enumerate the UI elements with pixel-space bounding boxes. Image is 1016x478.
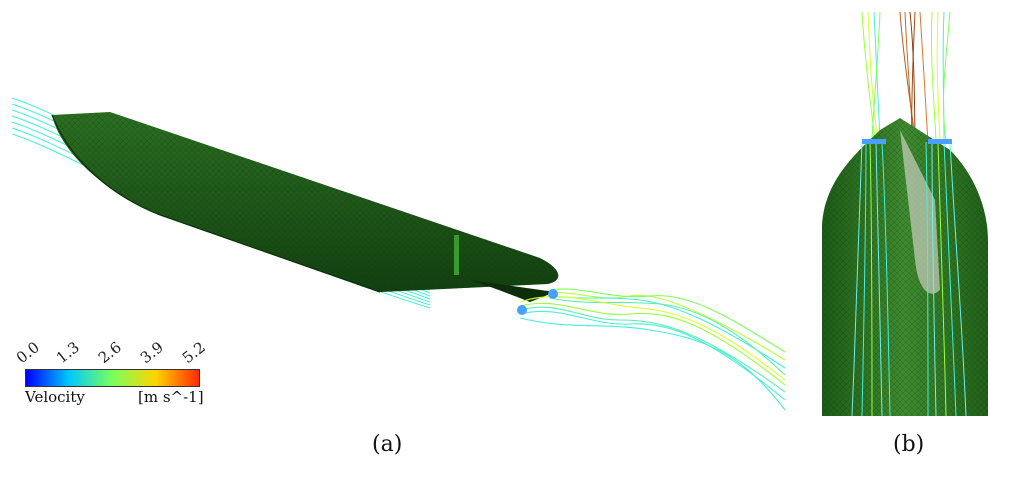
panel-b-prop-left [862,139,886,144]
colorbar-quantity: Velocity [25,388,85,406]
velocity-colorbar [25,369,200,387]
sail-mast [454,235,459,275]
caption-a: (a) [372,432,403,457]
panel-b-prop-right [928,139,952,144]
colorbar-unit: [m s^-1] [138,388,204,406]
propeller-disk-lower [517,305,527,315]
caption-b: (b) [893,432,925,457]
panel-a-hull [51,112,559,302]
panel-b [822,11,988,417]
propeller-disk-upper [548,289,558,299]
panel-a-streamlines-wake [517,288,786,411]
